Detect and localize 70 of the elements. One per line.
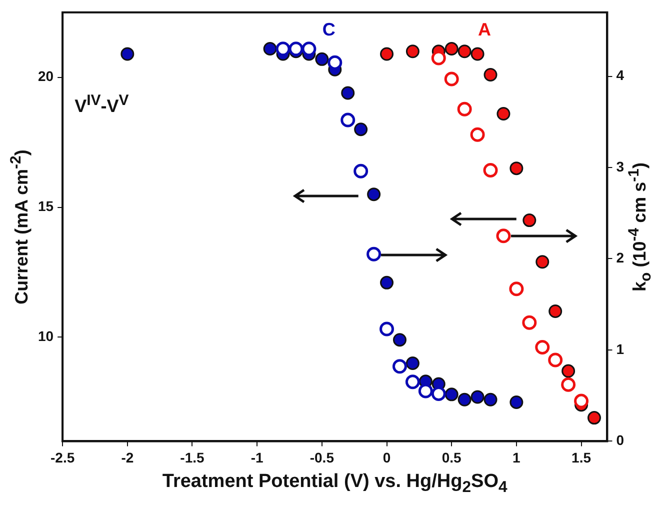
annotation: V$^{IV}$-V$^{V}$ [74, 92, 129, 118]
point [120, 47, 134, 61]
point [496, 107, 510, 121]
x-axis-title: Treatment Potential (V) vs. Hg/Hg$_{2}$SO$_{4}$ [162, 471, 508, 497]
x-tick-label: -0.5 [310, 449, 334, 466]
x-tick-label: 0 [382, 449, 391, 466]
point [536, 255, 550, 269]
point [574, 394, 589, 408]
point [315, 52, 329, 66]
point [496, 228, 511, 244]
point [548, 352, 563, 368]
x-tick-label: -2 [121, 449, 134, 466]
y2-tick-label: 1 [616, 340, 624, 357]
x-tick-label: 0.5 [442, 449, 462, 466]
point [392, 359, 407, 374]
point [288, 42, 304, 56]
point [380, 322, 394, 336]
point [366, 246, 382, 262]
y-tick-label: 20 [38, 68, 54, 84]
y-tick-label: 15 [38, 198, 54, 214]
point [522, 315, 537, 330]
point [406, 44, 420, 58]
y-tick-label: 10 [38, 328, 54, 344]
point [562, 364, 576, 378]
y2-tick-label: 4 [616, 67, 624, 84]
point [548, 304, 562, 318]
point [392, 333, 406, 347]
point [470, 390, 484, 404]
point [418, 384, 433, 398]
point [483, 162, 498, 178]
point [380, 276, 394, 290]
point [340, 112, 356, 128]
point [509, 282, 524, 296]
point [444, 72, 459, 86]
point [431, 386, 446, 402]
series-label: C [322, 19, 336, 40]
x-tick-label: -1 [250, 449, 264, 466]
point [354, 164, 368, 178]
point [380, 47, 394, 61]
point [406, 356, 420, 370]
point [484, 392, 498, 406]
point [263, 42, 277, 56]
point [458, 44, 472, 58]
point [354, 122, 368, 136]
point [587, 411, 601, 425]
y2-tick-label: 2 [616, 250, 624, 266]
x-tick-label: 1 [512, 449, 521, 466]
point [328, 55, 342, 70]
point [522, 214, 536, 228]
point [444, 388, 458, 402]
point [458, 392, 472, 406]
point [470, 127, 485, 142]
point [561, 377, 576, 392]
point [457, 102, 472, 116]
y2-tick-label: 3 [616, 158, 624, 174]
point [444, 42, 458, 56]
point [535, 340, 550, 354]
y2-tick-label: 0 [616, 432, 624, 448]
x-tick-label: -2.5 [50, 449, 75, 466]
x-tick-label: 1.5 [572, 449, 592, 466]
point [431, 50, 446, 66]
series-label: A [478, 19, 492, 40]
point [484, 68, 498, 82]
point [341, 86, 355, 100]
point [367, 188, 381, 202]
point [470, 47, 484, 61]
point [405, 374, 420, 390]
point [510, 162, 524, 176]
x-tick-label: -1.5 [180, 449, 205, 466]
point [510, 395, 524, 409]
